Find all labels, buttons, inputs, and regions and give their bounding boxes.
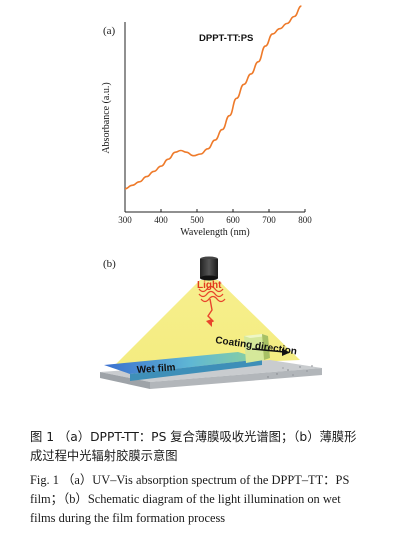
plot-frame [124,22,305,213]
wet-film-label: Wet film [136,362,175,376]
x-tick-label: 700 [262,215,276,225]
coating-blade-side [262,334,270,360]
caption-chinese-line-2: 成过程中光辐射胶膜示意图 [30,449,178,463]
caption-english-line-2: film；（b）Schematic diagram of the light i… [30,492,341,506]
light-cone [112,280,300,368]
substrate-front [150,368,322,389]
caption-english-line-3: films during the film formation process [30,511,226,525]
absorbance-series-line [124,5,302,190]
substrate-speckles [267,365,313,378]
lamp-icon [200,256,218,281]
x-tick-label: 300 [118,215,132,225]
x-axis-ticks: 300 400 500 600 700 800 [118,209,312,225]
y-axis-label: Absorbance (a.u.) [101,82,112,153]
substrate-side [100,372,150,389]
x-axis-label: Wavelength (nm) [180,227,249,238]
light-illumination-schematic: Light Coating direction Wet film [100,256,322,389]
absorption-chart: 300 400 500 600 700 800 DPPT-TT:PS Wavelength… [101,5,312,238]
x-tick-label: 500 [190,215,204,225]
coating-blade-top [244,334,268,338]
wet-film-top [104,352,262,374]
light-label: Light [197,280,222,291]
x-tick-label: 600 [226,215,240,225]
x-tick-label: 400 [154,215,168,225]
caption-english-line-1: Fig. 1 （a）UV–Vis absorption spectrum of … [30,473,350,487]
caption-english: Fig. 1 （a）UV–Vis absorption spectrum of … [30,471,390,528]
x-tick-label: 800 [298,215,312,225]
caption-chinese: 图 1 （a）DPPT-TT：PS 复合薄膜吸收光谱图；（b）薄膜形 成过程中光… [30,428,390,466]
light-wave-icon [198,285,226,327]
panel-b-label: (b) [103,258,116,270]
coating-direction-arrow-icon [251,348,290,356]
wet-film-front [130,359,262,381]
series-label: DPPT-TT:PS [199,33,253,44]
panel-a-label: (a) [103,25,116,37]
caption-chinese-line-1: 图 1 （a）DPPT-TT：PS 复合薄膜吸收光谱图；（b）薄膜形 [30,430,357,444]
